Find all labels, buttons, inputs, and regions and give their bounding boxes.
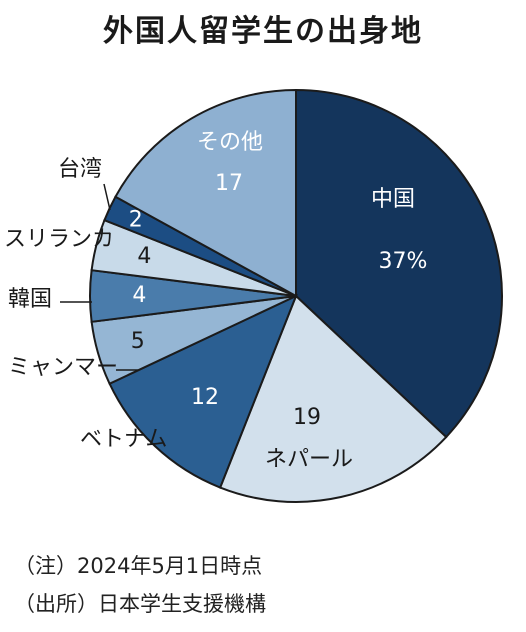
slice-ベトナム (108, 294, 298, 489)
leader-lines (60, 183, 138, 371)
slice-name-label: その他 (197, 130, 263, 155)
note-source: （出所）日本学生支援機構 (14, 592, 266, 616)
leader-line (103, 183, 111, 211)
pie-slices (89, 88, 503, 503)
value-label: 37% (379, 249, 428, 274)
slice-name-label: ベトナム (80, 427, 167, 452)
value-label: 12 (191, 385, 219, 410)
slice-name-label: スリランカ (4, 227, 114, 252)
value-label: 19 (293, 405, 321, 430)
pie-chart: 37% 中国 19 ネパール 12 ベトナム 5 ミャンマー 4 韓国 4 スリランカ 2 台湾 17 その他 (4, 88, 503, 503)
slice-name-label: 台湾 (58, 157, 102, 182)
slice-中国 (295, 88, 503, 439)
chart-title: 外国人留学生の出身地 (103, 14, 423, 49)
slice-その他 (114, 88, 297, 298)
value-label: 2 (129, 208, 143, 233)
value-label: 17 (215, 171, 243, 196)
value-label: 5 (131, 329, 145, 354)
value-label: 4 (132, 283, 146, 308)
slice-name-label: 中国 (371, 187, 415, 212)
slice-name-label: 韓国 (8, 287, 52, 312)
slice-name-label: ミャンマー (8, 355, 118, 380)
note-as-of: （注）2024年5月1日時点 (14, 554, 263, 578)
value-label: 4 (137, 244, 151, 269)
slice-name-label: ネパール (265, 447, 353, 472)
pie-labels: 37% 中国 19 ネパール 12 ベトナム 5 ミャンマー 4 韓国 4 スリランカ 2 台湾 17 その他 (4, 130, 427, 472)
